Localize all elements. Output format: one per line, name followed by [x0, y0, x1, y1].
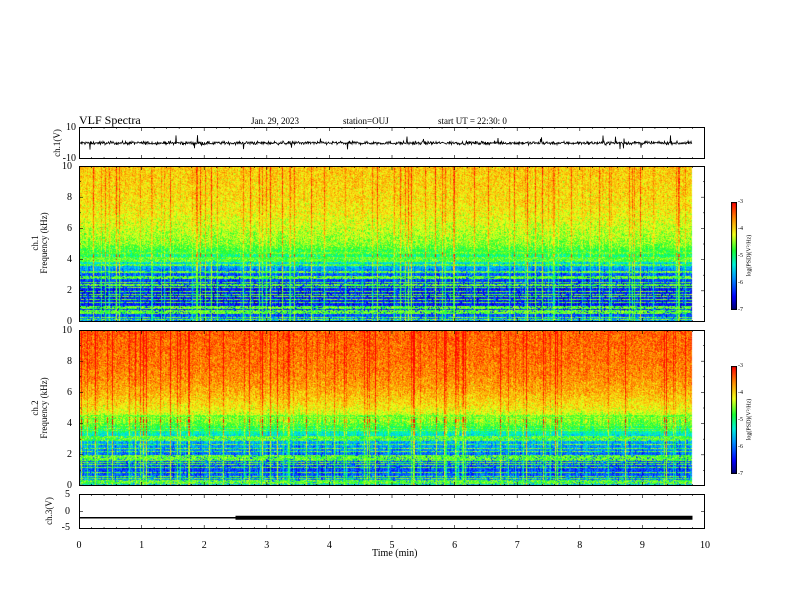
- ch2-ytick-2: 2: [67, 449, 72, 460]
- x-tick-label-8: 8: [577, 540, 583, 551]
- ch1-ytick-8: 8: [67, 192, 72, 203]
- ch1-waveform-ylabel: ch.1(V): [52, 129, 62, 157]
- ch2-ytick-0: 0: [67, 480, 72, 491]
- figure-title: VLF Spectra: [79, 113, 141, 127]
- ch1-waveform-trace: [79, 135, 693, 150]
- cb2-tick-m6: -6: [738, 444, 743, 450]
- ch2-ytick-4: 4: [67, 418, 72, 429]
- x-tick-label-0: 0: [76, 540, 82, 551]
- ch3-level-plot: [79, 494, 705, 529]
- ch1-waveform-plot: [79, 127, 705, 159]
- x-tick-label-6: 6: [452, 540, 458, 551]
- cb2-tick-m7: -7: [738, 471, 743, 477]
- ch3-ylabel: ch.3(V): [44, 497, 54, 525]
- ch3-ytick-m5: -5: [61, 522, 70, 533]
- ch1-ytick-top: 10: [66, 122, 76, 133]
- cb2-tick-m5: -5: [738, 417, 743, 423]
- cb1-label: log(PSD)(V²/Hz): [746, 234, 753, 277]
- ch2-frequency-ylabel: Frequency (kHz): [39, 377, 49, 439]
- x-tick-label-4: 4: [326, 540, 332, 551]
- ch1-ytick-bottom: -10: [62, 153, 76, 164]
- start-time-label: start UT = 22:30: 0: [438, 116, 507, 126]
- cb1-tick-m5: -5: [738, 253, 743, 259]
- ch1-ytick-6: 6: [67, 223, 72, 234]
- ch1-ytick-0: 0: [67, 316, 72, 327]
- x-tick-label-1: 1: [139, 540, 145, 551]
- cb1-tick-m4: -4: [738, 226, 743, 232]
- x-tick-label-5: 5: [389, 540, 395, 551]
- cb2-tick-m4: -4: [738, 390, 743, 396]
- x-tick-label-10: 10: [700, 540, 710, 551]
- ch1-frequency-ylabel: Frequency (kHz): [39, 212, 49, 274]
- ch2-spectrogram: [79, 330, 705, 486]
- ch1-ytick-2: 2: [67, 285, 72, 296]
- x-tick-label-3: 3: [264, 540, 270, 551]
- cb2-label: log(PSD)(V²/Hz): [746, 398, 753, 441]
- ch1-colorbar: [731, 202, 737, 310]
- ch2-ytick-8: 8: [67, 356, 72, 367]
- x-axis-label: Time (min): [372, 548, 418, 559]
- x-tick-label-2: 2: [201, 540, 207, 551]
- ch2-spectrogram-ticks: [79, 330, 705, 486]
- cb2-tick-m3: -3: [738, 363, 743, 369]
- date-label: Jan. 29, 2023: [251, 116, 299, 126]
- ch2-colorbar: [731, 366, 737, 474]
- cb1-tick-m7: -7: [738, 307, 743, 313]
- ch1-ytick-4: 4: [67, 254, 72, 265]
- ch1-spectrogram: [79, 166, 705, 322]
- ch3-ytick-0: 0: [65, 506, 70, 517]
- cb1-tick-m3: -3: [738, 199, 743, 205]
- ch1-ytick-10: 10: [62, 161, 72, 172]
- ch3-frame: [79, 494, 705, 529]
- ch3-ytick-5: 5: [65, 489, 70, 500]
- x-tick-label-9: 9: [639, 540, 645, 551]
- ch2-ytick-10: 10: [62, 325, 72, 336]
- station-label: station=OUJ: [343, 116, 389, 126]
- ch2-ytick-6: 6: [67, 387, 72, 398]
- ch1-spectrogram-ticks: [79, 166, 705, 322]
- cb1-tick-m6: -6: [738, 280, 743, 286]
- x-tick-label-7: 7: [514, 540, 520, 551]
